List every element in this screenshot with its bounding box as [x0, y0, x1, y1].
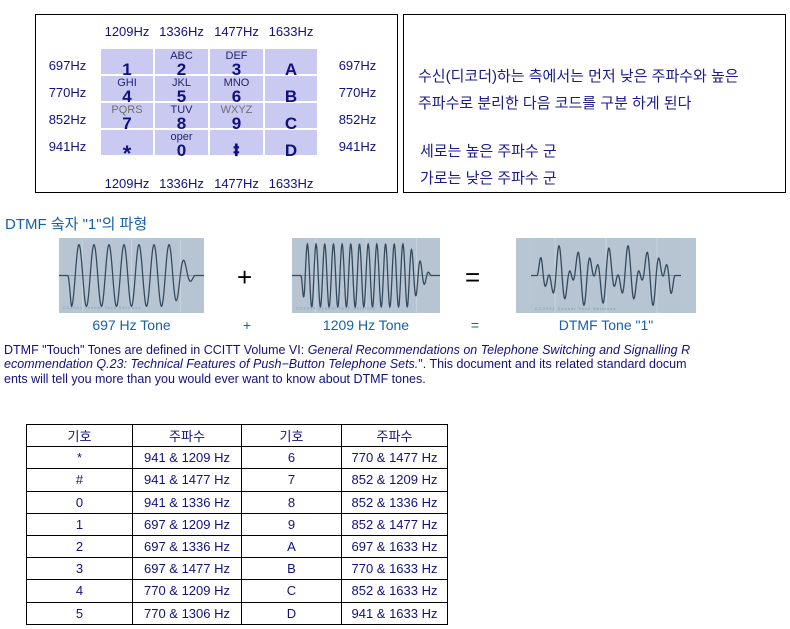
svg-text:CC2004 Zeebar Tech Services: CC2004 Zeebar Tech Services	[63, 306, 142, 310]
svg-text:CC2004 Zeebar Tech Services: CC2004 Zeebar Tech Services	[296, 306, 376, 311]
svg-text:CC2004 Zeebar Tech Services: CC2004 Zeebar Tech Services	[535, 306, 616, 311]
